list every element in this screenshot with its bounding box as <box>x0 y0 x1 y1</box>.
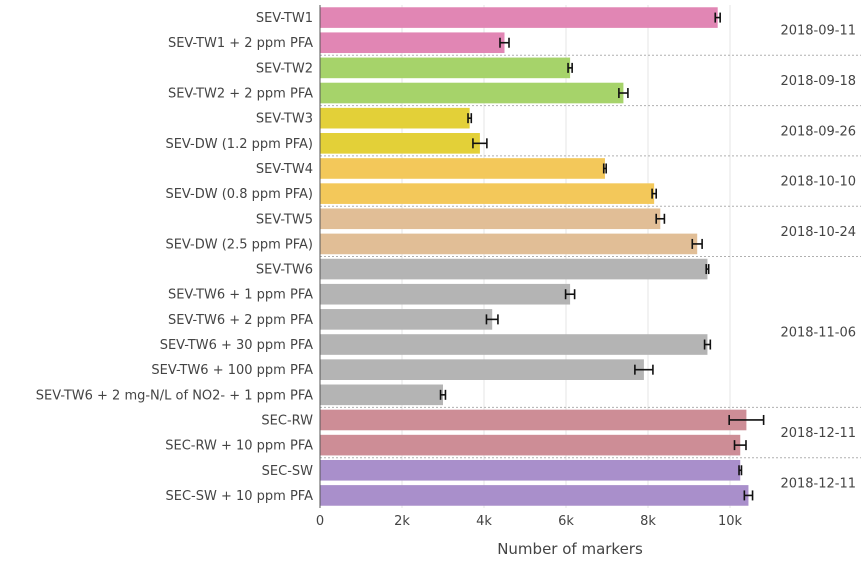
bar-17 <box>320 434 741 456</box>
group-label-4: 2018-10-24 <box>780 225 856 240</box>
bar-11 <box>320 283 571 305</box>
error-bar-16 <box>728 414 765 425</box>
error-bar-9 <box>691 238 703 249</box>
x-axis-ticks: 0 2k 4k 6k 8k 10k <box>316 514 743 529</box>
error-bar-4 <box>467 113 473 124</box>
bars <box>320 7 749 506</box>
error-bar-13 <box>703 339 712 350</box>
bar-13 <box>320 334 708 355</box>
category-label-19: SEC-SW + 10 ppm PFA <box>166 489 314 504</box>
category-label-7: SEV-DW (0.8 ppm PFA) <box>165 187 313 202</box>
bar-0 <box>320 7 718 28</box>
bar-16 <box>320 409 747 431</box>
category-label-15: SEV-TW6 + 2 mg-N/L of NO2- + 1 ppm PFA <box>36 388 313 403</box>
category-label-3: SEV-TW2 + 2 ppm PFA <box>168 87 313 102</box>
error-bar-19 <box>743 490 754 501</box>
bar-5 <box>320 133 480 154</box>
category-label-12: SEV-TW6 + 2 ppm PFA <box>168 313 313 328</box>
category-label-14: SEV-TW6 + 100 ppm PFA <box>151 363 313 378</box>
error-bar-10 <box>705 264 710 275</box>
error-bar-5 <box>472 138 488 149</box>
category-labels: SEV-TW1 SEV-TW1 + 2 ppm PFA SEV-TW2 SEV-TW2… <box>36 11 313 504</box>
error-bar-15 <box>439 389 447 400</box>
bar-4 <box>320 107 470 129</box>
x-axis-title: Number of markers <box>497 540 643 558</box>
x-tick-label-0: 0 <box>316 514 324 529</box>
category-label-10: SEV-TW6 <box>256 263 313 278</box>
bar-8 <box>320 208 661 230</box>
error-bar-17 <box>733 440 747 451</box>
category-label-0: SEV-TW1 <box>256 11 313 26</box>
bar-19 <box>320 485 749 506</box>
group-label-1: 2018-09-18 <box>780 74 856 89</box>
group-label-7: 2018-12-11 <box>780 476 856 491</box>
bar-1 <box>320 32 505 54</box>
error-bar-3 <box>618 88 629 99</box>
x-tick-label-2: 4k <box>476 514 492 529</box>
error-bar-7 <box>651 188 658 199</box>
error-bar-1 <box>499 37 510 48</box>
bar-10 <box>320 258 708 280</box>
x-tick-label-3: 6k <box>558 514 574 529</box>
group-date-labels: 2018-09-11 2018-09-18 2018-09-26 2018-10-10… <box>780 24 856 492</box>
bar-6 <box>320 158 605 179</box>
error-bar-11 <box>564 289 576 300</box>
group-label-3: 2018-10-10 <box>780 175 856 190</box>
error-bar-2 <box>567 62 573 73</box>
group-label-6: 2018-12-11 <box>780 426 856 441</box>
group-label-2: 2018-09-26 <box>780 124 856 139</box>
error-bar-0 <box>714 12 721 23</box>
category-label-11: SEV-TW6 + 1 ppm PFA <box>168 288 313 303</box>
error-bar-14 <box>634 364 654 375</box>
error-bar-8 <box>655 213 666 224</box>
group-label-0: 2018-09-11 <box>780 24 856 39</box>
bar-2 <box>320 57 571 79</box>
category-label-9: SEV-DW (2.5 ppm PFA) <box>165 237 313 252</box>
category-label-6: SEV-TW4 <box>256 162 313 177</box>
category-label-13: SEV-TW6 + 30 ppm PFA <box>160 338 313 353</box>
category-label-1: SEV-TW1 + 2 ppm PFA <box>168 36 313 51</box>
bar-15 <box>320 384 443 406</box>
group-label-5: 2018-11-06 <box>780 325 856 340</box>
category-label-4: SEV-TW3 <box>256 112 313 127</box>
category-label-5: SEV-DW (1.2 ppm PFA) <box>165 137 313 152</box>
error-bar-18 <box>738 465 743 476</box>
category-label-17: SEC-RW + 10 ppm PFA <box>165 439 313 454</box>
category-label-18: SEC-SW <box>262 464 313 479</box>
category-label-8: SEV-TW5 <box>256 212 313 227</box>
error-bar-12 <box>485 314 499 325</box>
error-bar-6 <box>602 163 607 174</box>
bar-7 <box>320 183 655 204</box>
x-tick-label-1: 2k <box>394 514 410 529</box>
bar-9 <box>320 233 698 255</box>
x-tick-label-4: 8k <box>640 514 656 529</box>
bar-14 <box>320 359 644 380</box>
category-label-2: SEV-TW2 <box>256 61 313 76</box>
category-label-16: SEC-RW <box>261 413 313 428</box>
x-tick-label-5: 10k <box>718 514 743 529</box>
bar-18 <box>320 459 741 481</box>
error-bars <box>439 12 765 501</box>
bar-12 <box>320 309 493 330</box>
bar-3 <box>320 82 624 104</box>
